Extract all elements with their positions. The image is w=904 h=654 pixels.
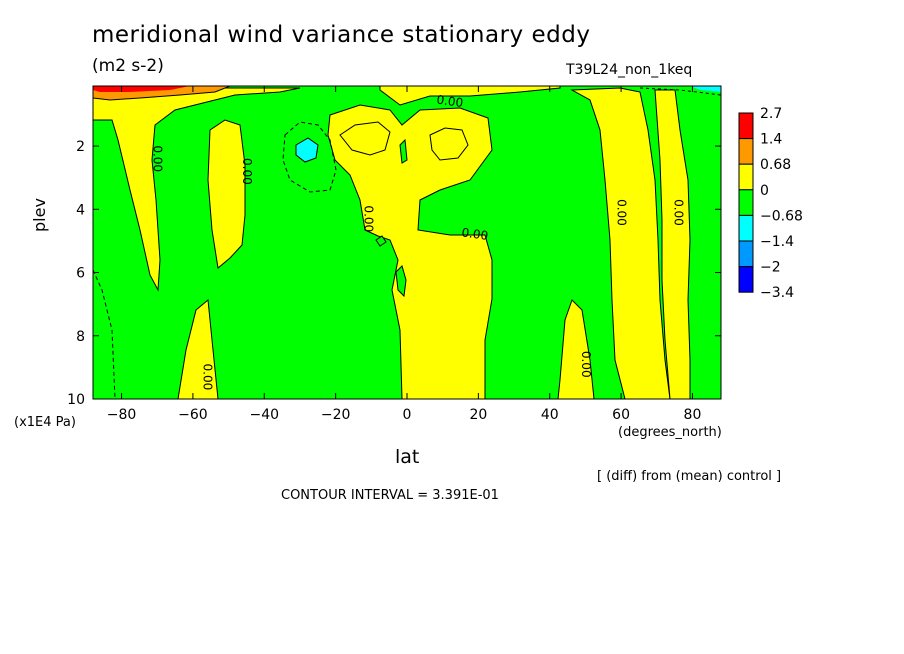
x-tick-label: 0 [403, 407, 412, 423]
colorbar-label: 0 [760, 183, 769, 199]
fill-green-island-1 [399, 138, 408, 164]
contour-label: 0.00 [672, 199, 686, 226]
colorbar-swatch [738, 112, 754, 140]
fill-pos-lower-right [557, 299, 595, 399]
colorbar-swatch [738, 214, 754, 242]
contour-label: 0.00 [461, 225, 489, 243]
fill-neg-top-right [690, 86, 721, 92]
fill-green-island-3 [375, 235, 387, 247]
colorbar-label: −2 [760, 260, 781, 276]
colorbar-label: 1.4 [760, 132, 782, 148]
contour-neg-dashed-right [639, 87, 721, 96]
colorbar-swatch [738, 163, 754, 191]
colorbar-label: −1.4 [760, 234, 794, 250]
y-tick-label: 2 [76, 139, 85, 155]
x-tick-label: −40 [249, 407, 279, 423]
fill-green-island-2 [395, 265, 407, 298]
x-tick-label: 20 [469, 407, 487, 423]
x-tick-label: −80 [107, 407, 137, 423]
y-axis-units: (x1E4 Pa) [14, 415, 76, 430]
colorbar-label: −0.68 [760, 208, 803, 224]
colorbar: 2.7 1.4 0.68 0 −0.68 −1.4 −2 −3.4 [738, 106, 803, 301]
contour-fill-layer [93, 86, 721, 399]
y-ticks: 2 4 6 8 10 [67, 139, 721, 408]
run-label: T39L24_non_1keq [566, 62, 693, 78]
contour-label: 0.00 [361, 205, 375, 232]
contour-label: 0.00 [436, 93, 464, 111]
contour-labels: 0.00 0.00 0.00 0.00 0.00 0.00 0.00 0.00 0.00 [151, 93, 686, 391]
colorbar-swatch [738, 138, 754, 165]
contour-interval: CONTOUR INTERVAL = 3.391E-01 [281, 488, 499, 503]
fill-pos-right-1 [570, 87, 671, 399]
fill-pos-right-2 [654, 89, 691, 399]
y-tick-label: 4 [76, 202, 85, 218]
x-tick-label: −20 [321, 407, 351, 423]
contour-label: 0.00 [615, 199, 629, 226]
x-tick-label: 60 [612, 407, 630, 423]
y-tick-label: 6 [76, 266, 85, 282]
colorbar-swatch [738, 266, 754, 293]
colorbar-label: 0.68 [760, 157, 791, 173]
colorbar-swatch [738, 240, 754, 268]
x-tick-label: 80 [684, 407, 702, 423]
contour-neg-dashed [282, 121, 337, 193]
fill-pos-max-top [93, 86, 190, 92]
x-tick-label: 40 [541, 407, 559, 423]
units-label: (m2 s-2) [92, 56, 164, 76]
x-ticks: −80 −60 −40 −20 0 20 40 60 80 [107, 86, 702, 423]
fill-pos-band-2 [207, 119, 246, 269]
contour-inner-1 [339, 121, 391, 156]
contour-label: 0.00 [240, 158, 254, 185]
colorbar-swatch [738, 189, 754, 216]
chart-title: meridional wind variance stationary eddy [92, 22, 591, 48]
fill-pos-lower-left [177, 299, 219, 399]
x-axis-units: (degrees_north) [618, 425, 722, 440]
fill-pos-top-strip [379, 86, 561, 106]
diff-note: [ (diff) from (mean) control ] [597, 469, 782, 484]
x-axis-label: lat [395, 446, 420, 468]
contour-neg-dashed-left [93, 269, 116, 399]
y-tick-label: 8 [76, 329, 85, 345]
x-tick-label: −60 [178, 407, 208, 423]
colorbar-label: −3.4 [760, 285, 794, 301]
contour-label: 0.00 [579, 351, 593, 378]
contour-label: 0.00 [201, 364, 215, 391]
contour-inner-2 [429, 127, 469, 161]
fill-neg-blob [295, 137, 319, 163]
y-tick-label: 10 [67, 392, 85, 408]
fill-pos-central [327, 104, 493, 399]
contour-label: 0.00 [151, 145, 165, 172]
fill-pos-left-band [93, 87, 301, 292]
colorbar-label: 2.7 [760, 106, 782, 122]
